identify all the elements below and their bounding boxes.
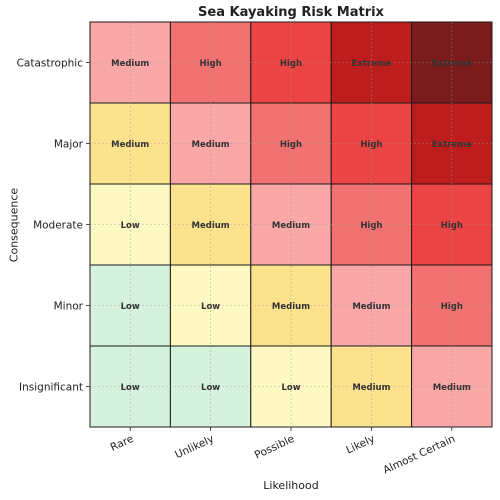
risk-cell-label: Low: [121, 221, 140, 231]
risk-cell-label: Medium: [111, 140, 149, 150]
risk-cell-label: High: [200, 59, 222, 69]
risk-cell-label: Low: [121, 302, 140, 312]
risk-cell-label: High: [441, 302, 463, 312]
y-tick-label: Major: [54, 139, 84, 151]
risk-cell-label: Medium: [192, 140, 230, 150]
risk-cell-label: High: [280, 59, 302, 69]
risk-cell-label: Medium: [352, 302, 390, 312]
x-tick-label: Possible: [253, 433, 296, 462]
risk-cell-label: Medium: [433, 383, 471, 393]
x-tick-label: Almost Certain: [381, 433, 457, 477]
risk-cell-label: Medium: [352, 383, 390, 393]
y-tick-label: Minor: [54, 301, 84, 313]
chart-title: Sea Kayaking Risk Matrix: [198, 5, 384, 20]
risk-cell-label: High: [280, 140, 302, 150]
risk-cell-label: High: [360, 221, 382, 231]
risk-cell-label: High: [360, 140, 382, 150]
risk-cell-label: Extreme: [351, 59, 391, 69]
x-tick-label: Rare: [109, 433, 136, 454]
risk-cell-label: Medium: [192, 221, 230, 231]
risk-cell-label: Extreme: [432, 140, 472, 150]
risk-cell-label: Low: [121, 383, 140, 393]
risk-cell-label: Low: [201, 383, 220, 393]
y-tick-label: Catastrophic: [17, 58, 84, 70]
y-tick-label: Insignificant: [19, 382, 83, 394]
x-tick-label: Likely: [344, 433, 376, 457]
x-axis-label: Likelihood: [263, 479, 319, 492]
risk-cell-label: Medium: [272, 302, 310, 312]
y-axis-label: Consequence: [7, 187, 21, 263]
risk-cell-label: Extreme: [432, 59, 472, 69]
risk-cell-label: Low: [281, 383, 300, 393]
risk-cell-label: Medium: [111, 59, 149, 69]
risk-cell-label: High: [441, 221, 463, 231]
x-tick-label: Unlikely: [173, 433, 216, 461]
risk-cell-label: Medium: [272, 221, 310, 231]
y-tick-label: Moderate: [33, 220, 83, 232]
risk-cell-label: Low: [201, 302, 220, 312]
